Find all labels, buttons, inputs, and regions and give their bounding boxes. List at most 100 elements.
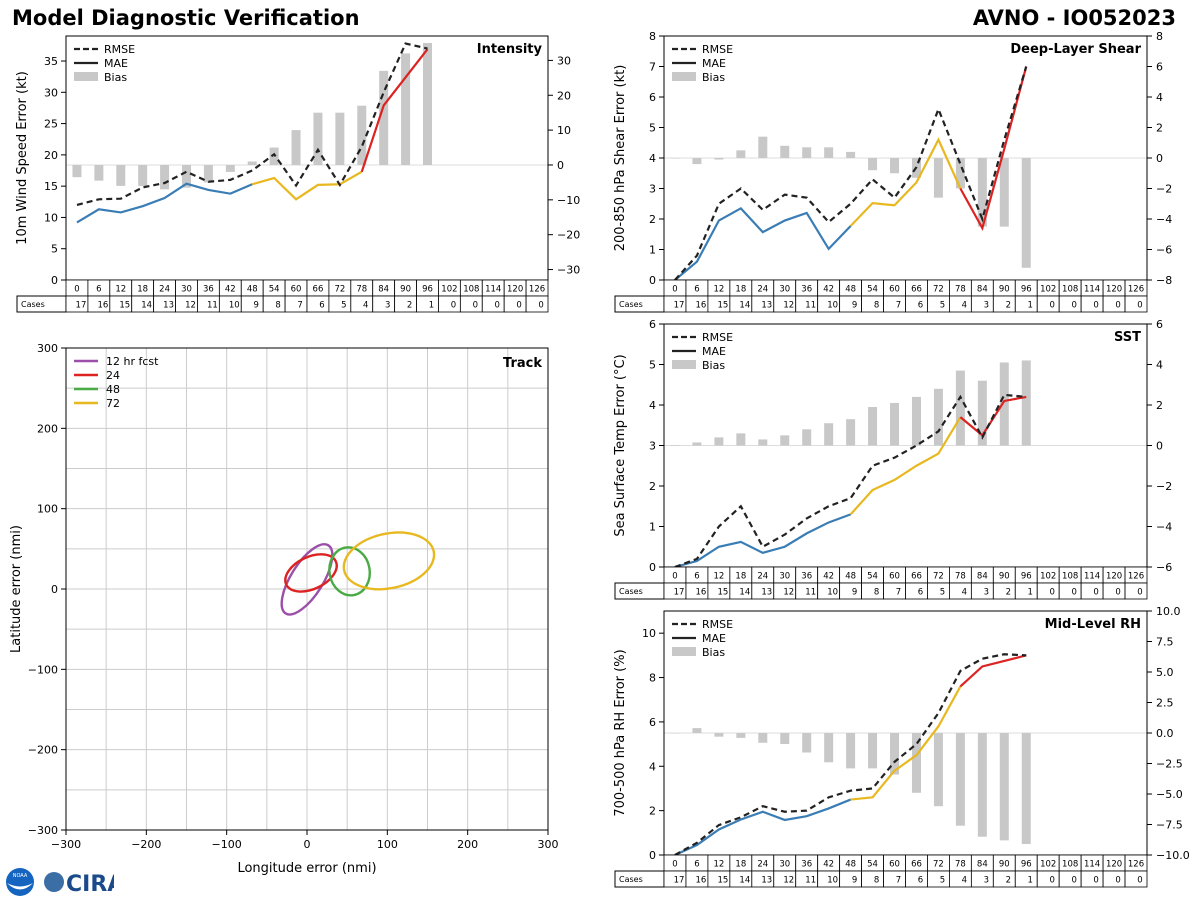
- cases-cell: [949, 582, 972, 600]
- mae-line: [251, 170, 363, 201]
- bias-bar: [977, 380, 987, 446]
- bias-bar: [714, 437, 724, 446]
- bias-bar: [714, 733, 724, 737]
- y-axis-label: 200-850 hPa Shear Error (kt): [613, 65, 628, 252]
- cases-cell: [839, 870, 862, 888]
- hour-label: 84: [378, 285, 389, 295]
- y-tick-label: 10: [44, 211, 58, 224]
- cases-count: 15: [717, 588, 728, 598]
- cases-label: Cases: [21, 300, 45, 309]
- bias-bar: [780, 733, 790, 744]
- hour-label: 12: [115, 285, 126, 295]
- cases-count: 0: [1137, 588, 1142, 598]
- bias-bar: [247, 161, 257, 165]
- cases-count: 6: [918, 588, 923, 598]
- hour-label: 18: [735, 860, 746, 870]
- hour-label: 18: [735, 572, 746, 582]
- mae-line: [674, 513, 851, 569]
- cases-cell: [883, 870, 906, 888]
- cases-label: Cases: [619, 300, 643, 309]
- cases-cell: [350, 295, 374, 313]
- bias-bar: [225, 164, 235, 172]
- y-tick-label: 200: [37, 422, 58, 435]
- y-tick-label: 5: [51, 243, 58, 256]
- y-tick-label: 6: [649, 318, 656, 331]
- cases-cell: [861, 295, 884, 313]
- hour-label: 90: [999, 860, 1010, 870]
- hour-label: 0: [672, 285, 677, 295]
- cases-cell: [1014, 582, 1038, 600]
- y2-tick-label: −6: [1156, 244, 1172, 257]
- hour-label: 48: [845, 860, 856, 870]
- bias-bar: [379, 70, 389, 165]
- hour-label: 126: [1128, 860, 1144, 870]
- cases-count: 8: [874, 588, 879, 598]
- hour-label: 78: [955, 572, 966, 582]
- y2-tick-label: −10: [557, 194, 580, 207]
- cases-count: 6: [918, 876, 923, 886]
- hour-label: 108: [1062, 572, 1078, 582]
- y2-tick-label: 30: [557, 54, 571, 67]
- x-tick-label: −200: [131, 838, 161, 851]
- legend-bias-label: Bias: [702, 71, 725, 84]
- hour-label: 66: [313, 285, 324, 295]
- hour-label: 30: [779, 572, 790, 582]
- y2-tick-label: 0: [1156, 440, 1163, 453]
- cases-count: 7: [896, 588, 901, 598]
- mae-line: [850, 685, 962, 801]
- y2-tick-label: −4: [1156, 213, 1172, 226]
- cases-cell: [949, 295, 972, 313]
- y-tick-label: 7: [649, 61, 656, 74]
- bias-bar: [736, 150, 746, 158]
- legend-rmse-label: RMSE: [702, 331, 733, 344]
- y2-tick-label: −7.5: [1156, 819, 1183, 832]
- cases-count: 8: [874, 876, 879, 886]
- bias-bar: [72, 164, 82, 178]
- legend-label: 72: [106, 397, 120, 410]
- cases-count: 0: [1115, 876, 1120, 886]
- hour-label: 24: [757, 572, 768, 582]
- legend-bias-swatch: [672, 647, 696, 656]
- hour-label: 96: [1021, 285, 1032, 295]
- hour-label: 48: [845, 285, 856, 295]
- hour-label: 42: [225, 285, 236, 295]
- cases-count: 9: [852, 876, 857, 886]
- cases-cell: [927, 870, 950, 888]
- y-tick-label: 0: [51, 274, 58, 287]
- bias-bar: [736, 733, 746, 738]
- y-tick-label: 2: [649, 213, 656, 226]
- bias-bar: [670, 158, 680, 159]
- bias-bar: [999, 362, 1009, 446]
- cases-cell: [1036, 870, 1060, 888]
- cases-cell: [1036, 582, 1060, 600]
- cira-logo-text: CIRA: [66, 872, 114, 897]
- cases-cell: [1124, 295, 1148, 313]
- error-ellipse: [328, 546, 371, 597]
- y-tick-label: 300: [37, 342, 58, 355]
- legend-rmse-label: RMSE: [702, 618, 733, 631]
- hour-label: 120: [507, 285, 523, 295]
- cases-count: 2: [407, 301, 412, 311]
- hour-label: 30: [779, 285, 790, 295]
- chart-title: Track: [503, 356, 542, 371]
- y-tick-label: 20: [44, 149, 58, 162]
- hour-label: 66: [911, 860, 922, 870]
- bias-bar: [203, 164, 213, 183]
- cases-cell: [992, 295, 1016, 313]
- cases-count: 3: [984, 876, 989, 886]
- chart-title: Deep-Layer Shear: [1010, 42, 1141, 57]
- cases-count: 1: [429, 301, 434, 311]
- y2-tick-label: 0.0: [1156, 727, 1174, 740]
- bias-bar: [758, 733, 768, 743]
- cases-count: 11: [805, 876, 816, 886]
- y-tick-label: 3: [649, 183, 656, 196]
- cases-cell: [1058, 582, 1082, 600]
- cases-cell: [861, 870, 884, 888]
- chart-track: −300 −200 −100 0 100 200 300 −300 −200 −100 0 100 20…: [9, 342, 559, 876]
- cases-count: 14: [739, 876, 750, 886]
- cases-count: 16: [696, 876, 707, 886]
- cases-cell: [1102, 582, 1126, 600]
- bias-bar: [160, 164, 170, 190]
- cases-count: 17: [674, 876, 685, 886]
